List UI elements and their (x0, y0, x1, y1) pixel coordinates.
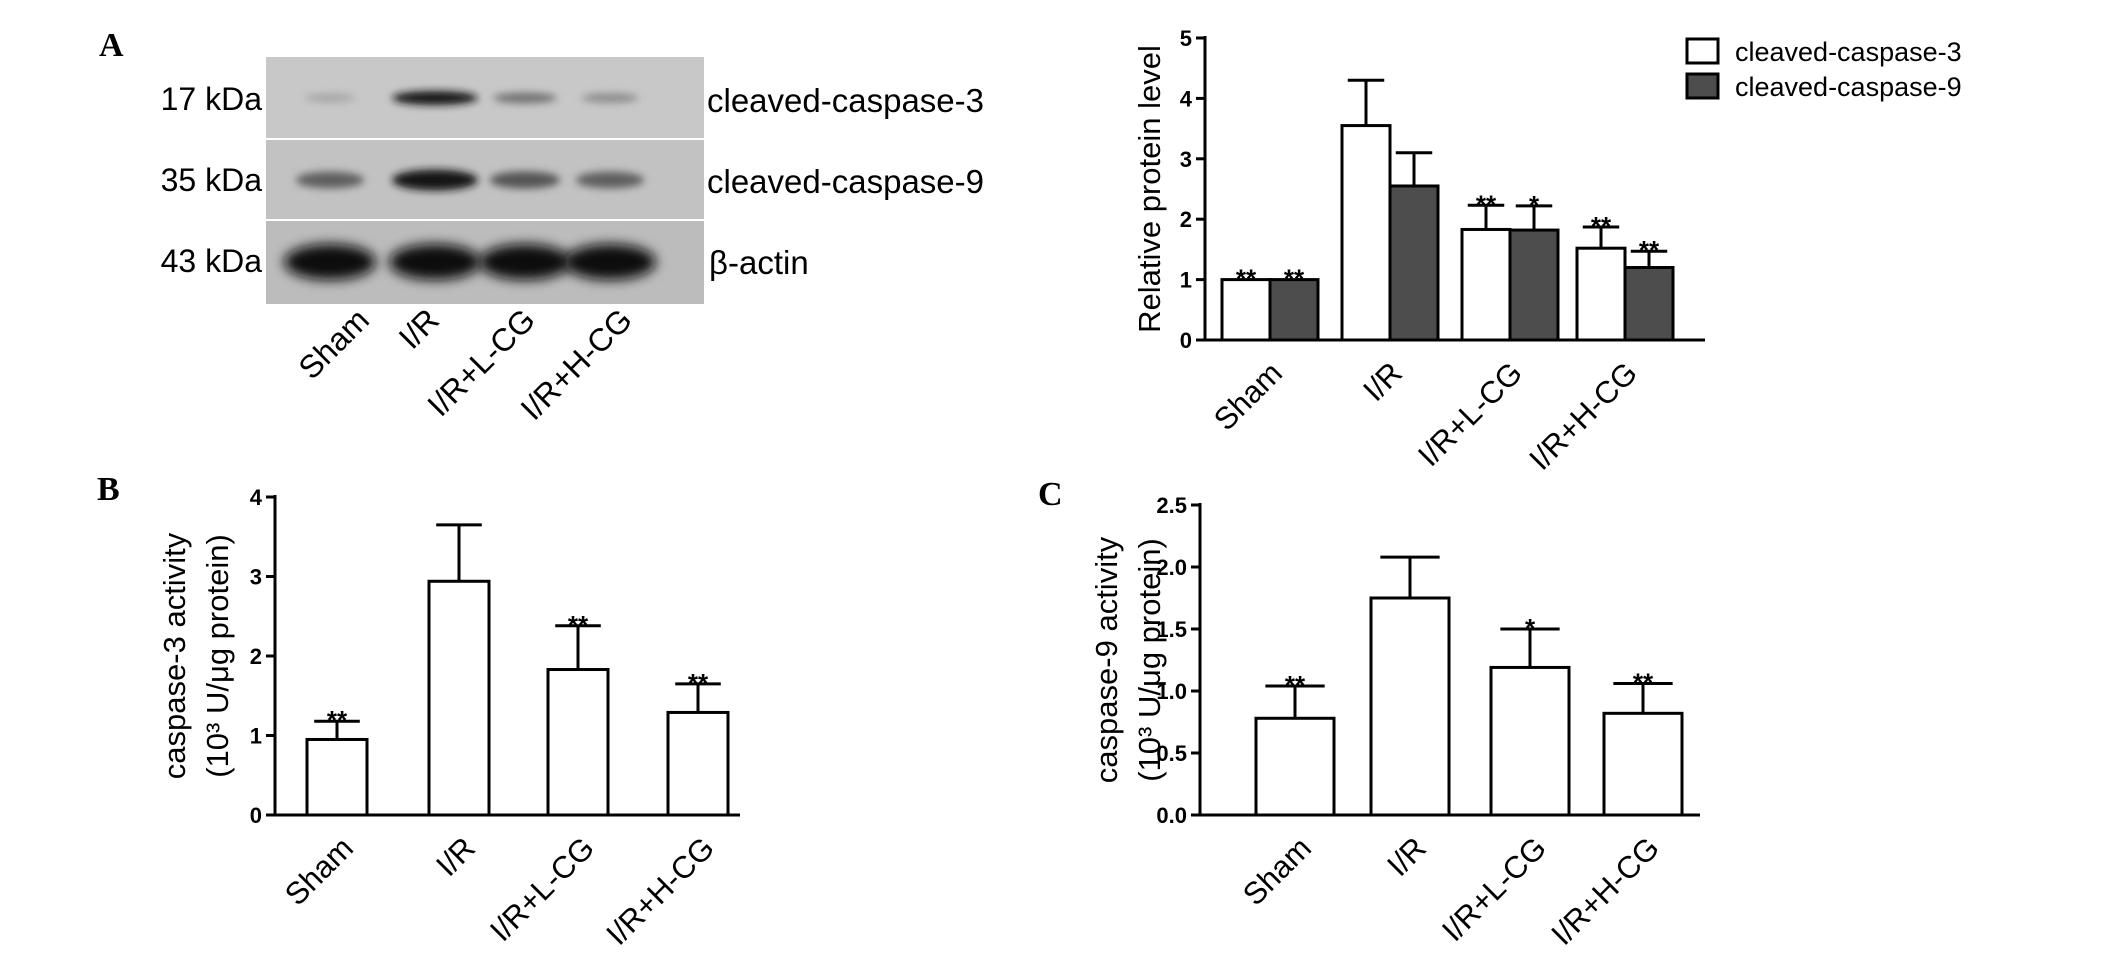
marker-label-43kda: 43 kDa (161, 243, 263, 279)
legend: cleaved-caspase-3 cleaved-caspase-9 (1685, 37, 1962, 102)
chart-b-category-label-i-r: I/R (429, 830, 482, 883)
chart-c-category-label-i-r-h-cg: I/R+H-CG (1544, 830, 1666, 952)
blot-band-cleaved-caspase-9-sham (295, 171, 365, 189)
chart-b-significance-marker: ** (568, 610, 589, 640)
blot-band-cleaved-caspase-3-i-r (392, 90, 478, 106)
chart-b-category-label-i-r-h-cg: I/R+H-CG (599, 830, 721, 952)
chart-b-ytick-label: 2 (250, 644, 262, 669)
chart-b-bar-i-r-h-cg (666, 710, 730, 817)
chart-c-significance-marker: ** (1285, 670, 1306, 700)
blot-band-cleaved-caspase-3-i-r-l-cg (493, 92, 557, 104)
chart-c-category-label-i-r: I/R (1380, 830, 1433, 883)
chart-a-significance-marker: ** (1591, 211, 1612, 241)
legend-label-cleaved-caspase-9: cleaved-caspase-9 (1735, 72, 1962, 102)
chart-a-significance-marker: * (1529, 190, 1540, 220)
blot-band-actin-i-r-l-cg (479, 244, 571, 280)
chart-b-bar-i-r (427, 579, 491, 817)
chart-b-caspase-3-activity: 0 1 2 3 4 caspase-3 activity (10³ U/μg protein… (157, 485, 740, 952)
legend-swatch-cleaved-caspase-9 (1685, 72, 1720, 100)
legend-label-cleaved-caspase-3: cleaved-caspase-3 (1735, 37, 1962, 67)
chart-c-category-label-i-r-l-cg: I/R+L-CG (1435, 830, 1553, 948)
chart-a-ytick-label: 1 (1180, 268, 1192, 293)
chart-a-category-label-i-r-l-cg: I/R+L-CG (1411, 355, 1529, 473)
chart-c-category-label-sham: Sham (1236, 830, 1318, 912)
marker-label-35kda: 35 kDa (161, 162, 263, 198)
blot-bands (284, 90, 656, 280)
blot-band-actin-i-r-h-cg (564, 244, 656, 280)
chart-a-bar-sham-s2 (1268, 278, 1320, 342)
marker-label-17kda: 17 kDa (161, 81, 263, 117)
blot-band-cleaved-caspase-3-sham (304, 93, 356, 103)
chart-c-ytick-label: 2.5 (1156, 493, 1187, 518)
chart-c-bar-i-r (1369, 596, 1451, 817)
chart-b-bar-sham (305, 737, 369, 817)
chart-a-significance-marker: ** (1476, 189, 1497, 219)
blot-band-actin-i-r (389, 244, 481, 280)
blot-band-actin-sham (284, 244, 376, 280)
blot-band-cleaved-caspase-3-i-r-h-cg (581, 93, 639, 103)
legend-swatch-cleaved-caspase-3 (1685, 37, 1720, 65)
chart-c-y-axis-label: caspase-9 activity (1089, 536, 1124, 783)
chart-a-ytick-label: 0 (1180, 328, 1192, 353)
chart-a-ytick-label: 2 (1180, 207, 1192, 232)
panel-letter-c: C (1038, 476, 1063, 513)
chart-b-ytick-label: 1 (250, 724, 262, 749)
chart-a-bar-sham-s1 (1220, 278, 1272, 342)
chart-b-ytick-label: 0 (250, 803, 262, 828)
western-blot: 17 kDa 35 kDa 43 kDa cleaved-caspase-3 c… (161, 57, 984, 427)
band-label-cleaved-caspase-3: cleaved-caspase-3 (707, 82, 984, 119)
chart-a-category-label-i-r: I/R (1356, 355, 1409, 408)
chart-a-category-label-i-r-h-cg: I/R+H-CG (1522, 355, 1644, 477)
chart-b-category-label-i-r-l-cg: I/R+L-CG (483, 830, 601, 948)
blot-band-cleaved-caspase-9-i-r-l-cg (489, 171, 561, 189)
chart-c-ytick-label: 2.0 (1156, 555, 1187, 580)
band-label-beta-actin: β-actin (709, 244, 809, 281)
lane-label-ir: I/R (392, 301, 446, 355)
chart-a-bar-i-r-l-cg-s1 (1460, 227, 1512, 342)
panel-letter-a: A (99, 27, 124, 64)
chart-b-y-axis-label: caspase-3 activity (157, 532, 192, 779)
chart-c-ytick-label: 1.0 (1156, 679, 1187, 704)
chart-c-significance-marker: ** (1633, 668, 1654, 698)
chart-c-ytick-label: 1.5 (1156, 617, 1187, 642)
blot-band-cleaved-caspase-9-i-r (392, 169, 478, 191)
chart-c-bar-sham (1254, 716, 1336, 817)
chart-b-significance-marker: ** (327, 705, 348, 735)
chart-c-ytick-label: 0.0 (1156, 803, 1187, 828)
chart-c-caspase-9-activity: 0.0 0.5 1.0 1.5 2.0 2.5 caspase-9 activity (10³… (1089, 493, 1700, 952)
chart-a-significance-marker: ** (1236, 264, 1257, 294)
lane-label-sham: Sham (291, 301, 376, 386)
chart-b-ytick-label: 3 (250, 565, 262, 590)
chart-c-significance-marker: * (1525, 613, 1536, 643)
chart-a-bar-i-r-h-cg-s1 (1575, 246, 1627, 342)
chart-a-y-axis-label: Relative protein level (1132, 45, 1167, 333)
chart-a-bar-i-r-s2 (1388, 184, 1440, 342)
chart-b-ytick-label: 4 (250, 485, 263, 510)
chart-a-ytick-label: 5 (1180, 26, 1192, 51)
chart-b-y-axis-unit: (10³ U/μg protein) (200, 534, 235, 778)
chart-a-significance-marker: ** (1639, 235, 1660, 265)
blot-band-cleaved-caspase-9-i-r-h-cg (575, 171, 645, 189)
chart-a-significance-marker: ** (1284, 264, 1305, 294)
chart-c-y-axis-unit: (10³ U/μg protein) (1132, 538, 1167, 782)
chart-a-bar-i-r-l-cg-s2 (1508, 228, 1560, 342)
chart-c-bar-i-r-h-cg (1602, 711, 1684, 817)
chart-b-bar-i-r-l-cg (546, 668, 610, 817)
chart-a-bar-i-r-h-cg-s2 (1623, 266, 1675, 342)
chart-b-category-label-sham: Sham (278, 830, 360, 912)
chart-a-ytick-label: 4 (1180, 86, 1193, 111)
chart-a-ytick-label: 3 (1180, 147, 1192, 172)
panel-letter-b: B (97, 471, 120, 508)
band-label-cleaved-caspase-9: cleaved-caspase-9 (707, 163, 984, 200)
chart-a-bar-i-r-s1 (1340, 124, 1392, 342)
chart-b-significance-marker: ** (688, 668, 709, 698)
chart-c-ytick-label: 0.5 (1156, 741, 1187, 766)
chart-a-category-label-sham: Sham (1207, 355, 1289, 437)
chart-c-bar-i-r-l-cg (1489, 665, 1571, 817)
